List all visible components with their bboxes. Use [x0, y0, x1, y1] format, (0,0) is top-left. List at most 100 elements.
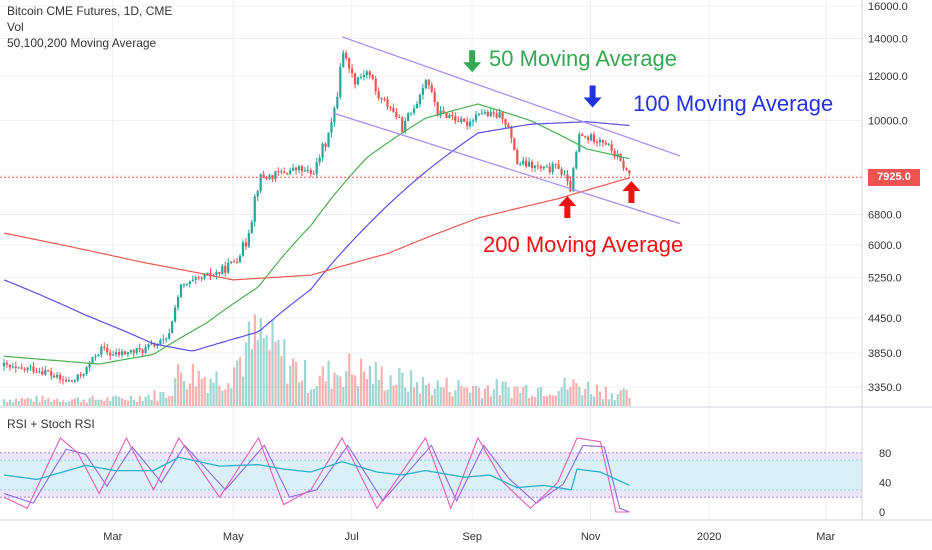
volume-bar: [554, 395, 557, 406]
volume-bar: [159, 391, 162, 406]
volume-bar: [519, 392, 522, 406]
volume-bar: [324, 381, 327, 406]
candle-body: [359, 76, 363, 78]
volume-bar: [265, 335, 268, 406]
candle-body: [619, 153, 622, 161]
volume-bar: [91, 395, 94, 406]
candle-body: [516, 150, 519, 165]
candle-body: [315, 162, 318, 174]
volume-bar: [522, 386, 525, 406]
volume-bar: [327, 360, 330, 406]
volume-bar: [560, 387, 563, 406]
candle-body: [454, 116, 457, 121]
volume-bar: [50, 401, 53, 406]
candle-body: [572, 168, 575, 192]
volume-bar: [475, 385, 478, 406]
volume-bar: [224, 389, 227, 406]
candle-body: [418, 94, 422, 105]
candle-body: [76, 374, 79, 381]
volume-bar: [457, 379, 460, 406]
volume-bar: [100, 399, 103, 406]
candle-body: [592, 134, 596, 143]
stoch-d-line: [3, 444, 630, 513]
ma-line-200: [3, 177, 630, 281]
volume-bar: [368, 365, 371, 406]
volume-bar: [398, 367, 401, 406]
volume-bar: [584, 388, 587, 406]
volume-bar: [79, 401, 82, 406]
candle-body: [607, 144, 610, 146]
volume-bar: [23, 399, 26, 406]
rsi-legend: RSI + Stoch RSI: [7, 417, 95, 431]
volume-bar: [413, 387, 416, 406]
volume-bar: [486, 385, 489, 406]
volume-bar: [20, 397, 23, 406]
candle-body: [135, 347, 138, 353]
candle-body: [410, 112, 413, 114]
volume-bar: [283, 339, 286, 406]
candle-body: [466, 121, 469, 127]
annotation-arrows: [463, 50, 641, 218]
volume-bar: [436, 380, 439, 406]
volume-bar: [333, 372, 336, 406]
volume-bar: [563, 377, 566, 406]
candle-body: [115, 352, 118, 355]
volume-bar: [112, 396, 115, 406]
candle-body: [327, 132, 330, 147]
candle-body: [601, 140, 604, 143]
green-down-arrow: [463, 50, 482, 73]
candle-body: [613, 150, 616, 157]
volume-bar: [129, 395, 133, 406]
candle-body: [265, 177, 268, 179]
rsi-pane: [0, 406, 932, 513]
volume-bar: [53, 399, 56, 406]
candle-body: [197, 277, 200, 279]
time-tick-label: Jul: [345, 531, 359, 543]
candle-body: [427, 79, 430, 85]
candle-body: [8, 364, 11, 368]
candle-body: [103, 346, 106, 348]
time-tick-label: Nov: [581, 531, 601, 543]
volume-bar: [236, 360, 239, 406]
volume-bar: [501, 381, 504, 406]
candle-body: [628, 170, 631, 174]
candle-body: [176, 296, 180, 308]
volume-bar: [76, 397, 79, 406]
moving-averages: [3, 103, 630, 365]
ma-line-50: [3, 103, 630, 365]
volume-bar: [132, 399, 135, 406]
candle-body: [471, 120, 475, 122]
volume-bar: [168, 396, 171, 406]
volume-bar: [395, 384, 398, 406]
volume-bar: [106, 397, 109, 406]
candle-body: [50, 371, 53, 376]
volume-bar: [59, 401, 62, 406]
volume-bar: [115, 395, 118, 406]
candle-body: [513, 138, 516, 151]
candle-body: [365, 71, 368, 76]
volume-bar: [271, 319, 274, 406]
volume-bar: [268, 350, 271, 406]
candle-body: [67, 380, 70, 382]
candle-body: [123, 351, 127, 355]
candle-body: [610, 144, 613, 151]
candle-body: [17, 367, 20, 369]
volume-bar: [545, 396, 548, 406]
volume-bar: [215, 371, 218, 406]
candle-body: [221, 265, 224, 274]
volume-bar: [56, 398, 59, 406]
candle-body: [445, 112, 448, 119]
candle-body: [492, 112, 495, 114]
candle-body: [371, 75, 374, 79]
volume-bar: [374, 361, 377, 406]
volume-bar: [144, 396, 147, 406]
candle-body: [174, 307, 177, 322]
candle-body: [126, 352, 129, 355]
volume-bar: [35, 395, 38, 406]
candle-body: [61, 379, 65, 381]
candle-body: [147, 344, 150, 348]
volume-bar: [339, 376, 342, 406]
volume-bar: [141, 400, 144, 406]
ma-line-100: [3, 121, 630, 352]
